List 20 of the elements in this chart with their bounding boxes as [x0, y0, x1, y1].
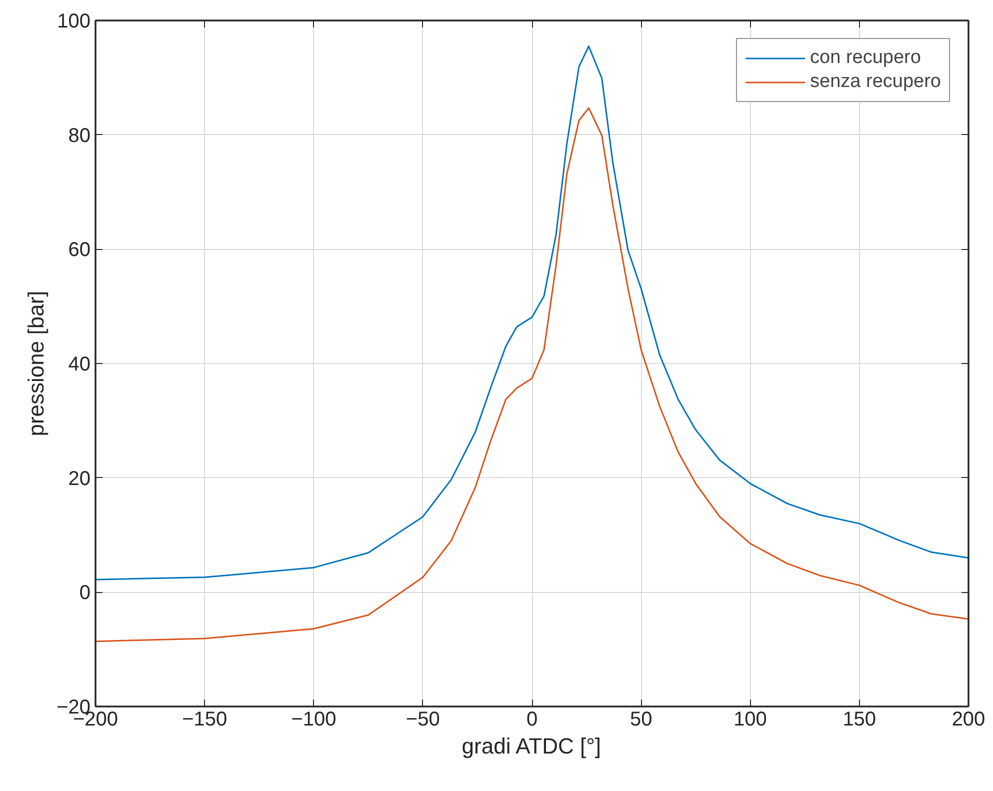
y-tick-label: 0 — [79, 582, 90, 604]
y-tick-label: 60 — [68, 239, 91, 262]
x-tick-label: 150 — [842, 708, 876, 730]
x-tick-label: 50 — [630, 708, 652, 730]
x-tick-label: 0 — [526, 708, 538, 730]
y-tick-label: 20 — [68, 468, 91, 490]
line-series — [96, 45, 968, 580]
line-series — [96, 107, 968, 642]
y-axis-title: pressione [bar] — [24, 290, 49, 436]
y-tick-label: 80 — [68, 124, 91, 147]
x-tick-label: −50 — [406, 708, 440, 730]
x-tick-label: 200 — [952, 708, 986, 730]
x-tick-label: −150 — [182, 708, 228, 730]
legend-label: senza recupero — [810, 71, 941, 93]
y-tick-label: 100 — [57, 10, 91, 32]
x-axis-title: gradi ATDC [°] — [462, 734, 602, 758]
x-tick-label: −100 — [291, 708, 336, 730]
legend-label: con recupero — [810, 47, 921, 69]
x-tick-label: 100 — [734, 708, 767, 730]
y-tick-label: 40 — [68, 354, 91, 376]
